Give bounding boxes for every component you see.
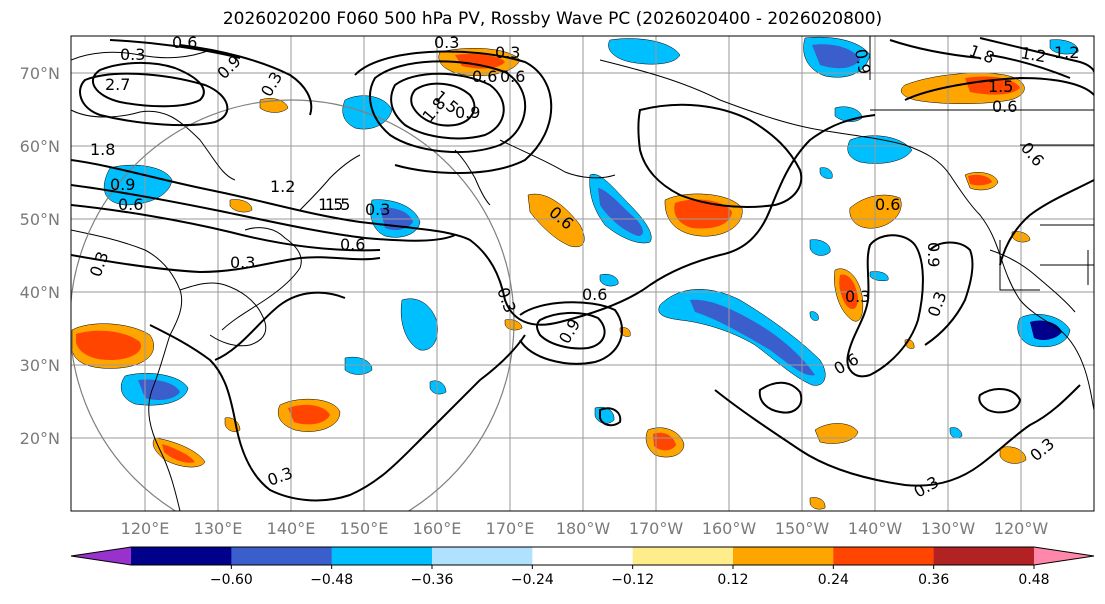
lat-label: 60°N [20,137,60,156]
lon-label: 140°W [848,519,903,538]
svg-text:1.5: 1.5 [325,195,350,214]
lon-label: 130°W [921,519,976,538]
svg-text:0.6: 0.6 [472,67,497,86]
map-plot-area: 0.3 0.6 0.9 1.2 1.5 1.8 2.7 0.3 0.3 0.6 … [71,33,1094,511]
svg-text:0.9: 0.9 [924,242,943,267]
latitude-axis-labels: 70°N 60°N 50°N 40°N 30°N 20°N [20,64,60,448]
lat-label: 30°N [20,356,60,375]
colorbar-segment [71,547,131,565]
map-title: 2026020200 F060 500 hPa PV, Rossby Wave … [222,9,883,29]
svg-text:0.6: 0.6 [340,235,365,254]
lat-label: 50°N [20,210,60,229]
colorbar-segment [1034,547,1094,565]
svg-text:1.8: 1.8 [90,140,115,159]
svg-text:0.9: 0.9 [110,175,135,194]
colorbar-tick-label: −0.12 [611,572,654,588]
svg-text:0.6: 0.6 [172,33,197,52]
svg-text:1.2: 1.2 [270,177,295,196]
svg-text:0.3: 0.3 [120,45,145,64]
lon-label: 180°W [556,519,611,538]
lon-label: 170°W [629,519,684,538]
colorbar-tick-label: −0.24 [511,572,554,588]
colorbar-tick-label: 0.36 [918,572,949,588]
colorbar: −0.60 −0.48 −0.36 −0.24 −0.12 0.12 0.24 0.36 0.4… [70,546,1095,588]
svg-text:0.3: 0.3 [230,253,255,272]
svg-text:1.2: 1.2 [1019,43,1047,66]
colorbar-segment [933,547,1035,565]
colorbar-tick-label: 0.24 [818,572,849,588]
colorbar-tick-label: −0.60 [210,572,253,588]
svg-text:1.2: 1.2 [1054,43,1079,62]
lat-label: 70°N [20,64,60,83]
colorbar-tick-label: 0.12 [717,572,748,588]
svg-text:0.9: 0.9 [851,47,874,75]
colorbar-segment [833,547,935,565]
svg-text:0.6: 0.6 [582,285,607,304]
longitude-axis-labels: 120°E 130°E 140°E 150°E 160°E 170°E 180°… [121,519,1049,538]
lon-label: 130°E [194,519,243,538]
lon-label: 170°E [486,519,535,538]
lon-label: 120°W [994,519,1049,538]
lon-label: 120°E [121,519,170,538]
lat-label: 20°N [20,429,60,448]
svg-text:0.6: 0.6 [875,195,900,214]
svg-text:0.6: 0.6 [500,67,525,86]
svg-text:1.5: 1.5 [988,77,1013,96]
svg-text:0.3: 0.3 [434,33,459,52]
colorbar-segment [432,547,533,565]
colorbar-segment [231,547,333,565]
svg-text:0.6: 0.6 [992,97,1017,116]
plot-frame [70,35,1095,512]
lon-label: 140°E [267,519,316,538]
svg-text:0.3: 0.3 [365,200,390,219]
lat-label: 40°N [20,283,60,302]
colorbar-outline [70,546,1095,566]
colorbar-segment [131,547,232,565]
svg-text:0.3: 0.3 [495,43,520,62]
colorbar-tick-label: 0.48 [1018,572,1049,588]
colorbar-segment [532,547,634,565]
svg-text:0.9: 0.9 [455,103,480,122]
colorbar-tick-label: −0.48 [310,572,353,588]
svg-text:0.3: 0.3 [845,287,870,306]
svg-text:0.6: 0.6 [118,195,143,214]
svg-text:1.5: 1.5 [318,195,343,214]
colorbar-tick-label: −0.36 [411,572,454,588]
lon-label: 150°E [340,519,389,538]
svg-text:2.7: 2.7 [105,75,130,94]
lon-label: 150°W [775,519,830,538]
lon-label: 160°E [413,519,462,538]
colorbar-segment [331,547,433,565]
highlight-circle [71,99,515,511]
lon-label: 160°W [702,519,757,538]
colorbar-segment [733,547,834,565]
pv-contours [71,37,1094,502]
colorbar-segment [632,547,734,565]
